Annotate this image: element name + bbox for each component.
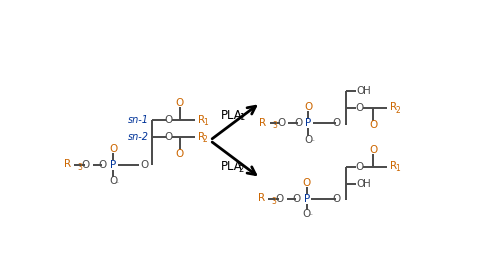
Text: PLA: PLA — [220, 161, 242, 174]
Text: sn-1: sn-1 — [128, 115, 149, 125]
Text: O: O — [304, 135, 313, 145]
Text: P: P — [304, 194, 310, 204]
Text: O: O — [292, 194, 300, 204]
Text: 2: 2 — [203, 135, 208, 144]
Text: H: H — [363, 86, 370, 96]
Text: 2: 2 — [239, 165, 244, 174]
Text: O: O — [165, 132, 173, 142]
Text: H: H — [363, 178, 370, 189]
Text: ⁻: ⁻ — [115, 179, 119, 188]
Text: O: O — [165, 116, 173, 125]
Text: O: O — [140, 160, 148, 170]
Text: R: R — [259, 118, 267, 128]
Text: O: O — [294, 118, 302, 128]
Text: R: R — [64, 159, 71, 169]
Text: R: R — [258, 193, 265, 203]
Text: 1: 1 — [239, 113, 244, 122]
Text: O: O — [355, 103, 364, 113]
Text: O: O — [356, 86, 365, 96]
Text: 3: 3 — [271, 197, 276, 206]
Text: O: O — [356, 178, 365, 189]
Text: O: O — [333, 118, 341, 128]
Text: O: O — [176, 149, 184, 159]
Text: R: R — [390, 102, 397, 112]
Text: O: O — [82, 160, 90, 170]
Text: PLA: PLA — [220, 109, 242, 122]
Text: O: O — [277, 118, 285, 128]
Text: O: O — [333, 194, 341, 204]
Text: O: O — [369, 145, 378, 155]
Text: sn-2: sn-2 — [128, 132, 149, 142]
Text: P: P — [305, 118, 312, 128]
Text: O: O — [303, 208, 311, 219]
Text: O: O — [303, 178, 311, 188]
Text: O: O — [109, 176, 117, 186]
Text: 3: 3 — [77, 163, 82, 172]
Text: O: O — [176, 98, 184, 109]
Text: R: R — [198, 132, 205, 142]
Text: O: O — [99, 160, 107, 170]
Text: O: O — [109, 144, 117, 154]
Text: O: O — [355, 162, 364, 172]
Text: P: P — [110, 160, 116, 170]
Text: 1: 1 — [203, 118, 208, 127]
Text: O: O — [369, 120, 378, 130]
Text: R: R — [198, 115, 205, 125]
Text: O: O — [304, 102, 313, 112]
Text: 2: 2 — [395, 106, 400, 115]
Text: O: O — [275, 194, 284, 204]
Text: ⁻: ⁻ — [309, 211, 313, 220]
Text: ⁻: ⁻ — [310, 138, 314, 146]
Text: 1: 1 — [395, 164, 400, 174]
Text: 3: 3 — [273, 121, 278, 130]
Text: R: R — [390, 161, 397, 171]
